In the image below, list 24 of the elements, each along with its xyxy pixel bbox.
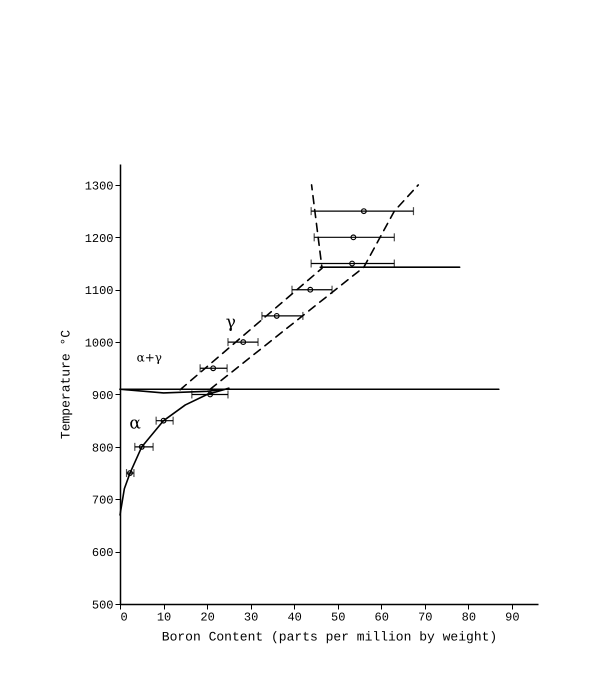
x-tick-label: 40 xyxy=(287,610,302,624)
x-tick-label: 30 xyxy=(244,610,258,624)
y-tick-label: 800 xyxy=(92,441,114,456)
x-tick-label: 10 xyxy=(156,610,172,624)
x-tick-label: 90 xyxy=(505,610,520,624)
x-tick-label: 60 xyxy=(374,610,389,624)
x-tick-label: 50 xyxy=(331,610,346,624)
annotation: α xyxy=(129,414,142,434)
annotation: α+γ xyxy=(136,350,162,365)
x-tick-label: 70 xyxy=(418,610,432,624)
y-tick-label: 600 xyxy=(92,546,114,560)
x-tick-label: 20 xyxy=(200,610,215,624)
x-tick-label: 80 xyxy=(462,610,476,624)
y-tick-label: 1100 xyxy=(84,284,114,298)
x-axis-title: Boron Content (parts per million by weight) xyxy=(162,630,498,644)
y-tick-label: 1000 xyxy=(84,336,114,351)
y-tick-label: 700 xyxy=(92,494,114,508)
y-tick-label: 500 xyxy=(92,598,114,612)
y-tick-label: 1300 xyxy=(84,179,114,194)
y-axis-title: Temperature °C xyxy=(58,330,74,440)
annotation: γ xyxy=(226,312,236,332)
x-tick-label: 0 xyxy=(120,610,128,624)
y-tick-label: 900 xyxy=(92,388,114,403)
y-tick-label: 1200 xyxy=(84,232,114,246)
